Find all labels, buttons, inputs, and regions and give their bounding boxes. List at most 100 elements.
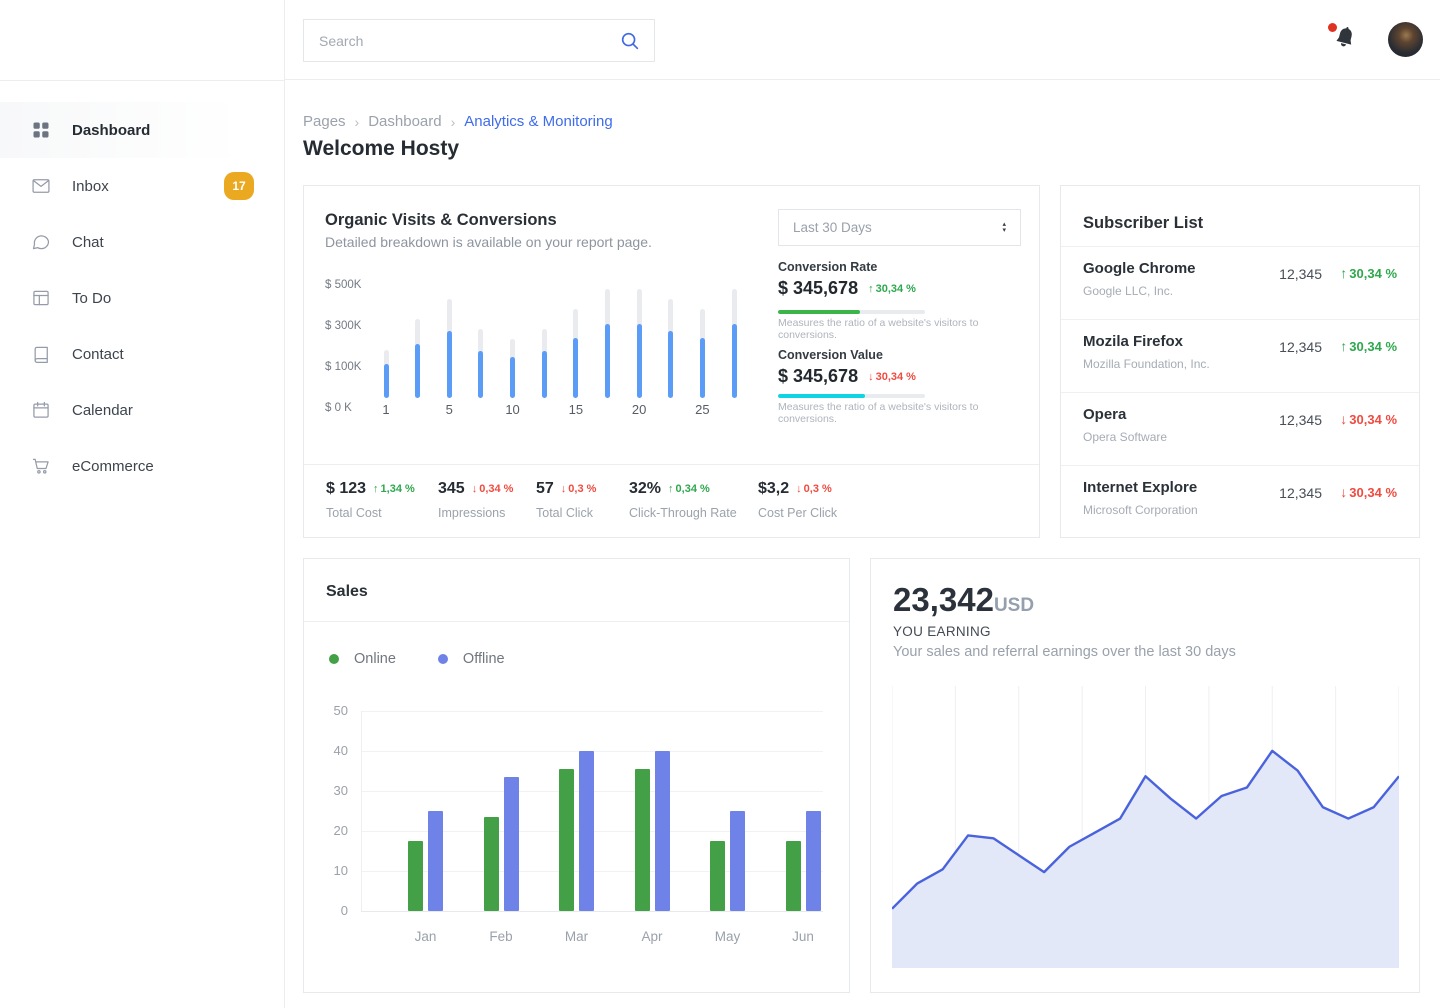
stat-delta: ↓ 0,3 % <box>796 483 832 495</box>
y-axis-tick: 50 <box>333 703 348 718</box>
conversions-bar <box>541 350 547 398</box>
sales-divider <box>304 621 849 622</box>
online-bar <box>559 769 574 911</box>
conversion-value-label: Conversion Value <box>778 348 883 362</box>
stat-cost-per-click: $3,2 ↓ 0,3 % Cost Per Click <box>758 480 838 520</box>
stat-total-cost: $ 123 ↑ 1,34 % Total Cost <box>326 480 415 520</box>
conversions-bar <box>415 344 421 398</box>
sidebar-item-contact[interactable]: Contact <box>0 326 284 382</box>
y-axis-tick: 10 <box>333 863 348 878</box>
chevron-right-icon: › <box>354 113 360 130</box>
subscriber-row-internet-explore: Internet Explore Microsoft Corporation 1… <box>1061 465 1419 539</box>
mail-icon <box>31 176 51 196</box>
trend-arrow-icon: ↓ <box>1340 484 1348 500</box>
conversion-value-delta: ↓ 30,34 % <box>868 370 916 383</box>
stat-total-click: 57 ↓ 0,3 % Total Click <box>536 480 597 520</box>
x-axis-tick: 5 <box>445 402 453 417</box>
conversion-value-value: $ 345,678 <box>778 366 859 386</box>
search-icon[interactable] <box>619 30 641 52</box>
search-input[interactable] <box>317 31 619 50</box>
conversion-value-caption: Measures the ratio of a website's visito… <box>778 401 979 425</box>
x-axis-tick: Feb <box>489 929 513 944</box>
earnings-svg <box>891 686 1400 968</box>
calendar-icon <box>31 400 51 420</box>
subscriber-row-google-chrome: Google Chrome Google LLC, Inc. 12,345 ↑ 3… <box>1061 246 1419 320</box>
subscriber-delta: ↓ 30,34 % <box>1340 484 1397 500</box>
conversions-bar <box>604 323 610 398</box>
page-title: Welcome Hosty <box>303 137 459 160</box>
notifications-button[interactable] <box>1328 23 1362 57</box>
subscriber-delta: ↓ 30,34 % <box>1340 411 1397 427</box>
y-axis-tick: 30 <box>333 783 348 798</box>
sidebar-item-label: Calendar <box>72 401 133 419</box>
offline-bar <box>428 811 443 911</box>
y-axis-tick: $ 500K <box>325 279 362 291</box>
x-axis-tick: Jan <box>414 929 437 944</box>
y-axis-tick: 40 <box>333 743 348 758</box>
breadcrumb-pages[interactable]: Pages <box>303 113 346 130</box>
y-axis-tick: $ 0 K <box>325 402 352 414</box>
conversions-bar <box>699 337 705 398</box>
stat-delta: ↓ 0,34 % <box>471 483 514 495</box>
breadcrumb-dashboard[interactable]: Dashboard <box>368 113 442 130</box>
sidebar-item-label: Inbox <box>72 177 109 195</box>
sidebar-item-label: Chat <box>72 233 104 251</box>
online-bar <box>710 841 725 911</box>
online-bar <box>408 841 423 911</box>
x-axis-tick: 25 <box>695 402 710 417</box>
subscriber-list-card: Subscriber List Google Chrome Google LLC… <box>1060 185 1420 538</box>
offline-dot-icon <box>437 654 448 664</box>
online-bar <box>634 769 650 911</box>
conversions-bar <box>636 323 642 398</box>
period-select[interactable]: Last 30 Days ▴ ▾ <box>778 209 1021 246</box>
offline-bar <box>503 777 519 911</box>
earnings-line <box>891 749 1400 910</box>
earning-amount: 23,342USD <box>893 581 1035 618</box>
trend-arrow-icon: ↑ <box>1340 265 1348 281</box>
sidebar-nav: Dashboard Inbox 17 Chat To Do <box>0 81 284 494</box>
stat-delta: ↑ 1,34 % <box>373 483 415 495</box>
offline-bar <box>805 811 821 911</box>
online-bar <box>483 817 499 911</box>
conversions-bar <box>510 357 516 398</box>
offline-bar <box>579 751 594 911</box>
sidebar-item-calendar[interactable]: Calendar <box>0 382 284 438</box>
earning-description: Your sales and referral earnings over th… <box>893 644 1236 660</box>
online-dot-icon <box>329 654 339 664</box>
conversions-bar <box>383 363 389 398</box>
trend-arrow-icon: ↑ <box>668 483 674 495</box>
stat-delta: ↑ 0,34 % <box>668 483 710 495</box>
conversion-rate-caption: Measures the ratio of a website's visito… <box>778 317 979 341</box>
conversion-rate-label: Conversion Rate <box>778 260 878 274</box>
search-box <box>303 19 655 62</box>
sales-legend: Online Offline <box>329 651 505 667</box>
conversions-bar <box>478 350 484 398</box>
trend-arrow-icon: ↑ <box>868 282 874 295</box>
sidebar-item-todo[interactable]: To Do <box>0 270 284 326</box>
breadcrumb-analytics[interactable]: Analytics & Monitoring <box>464 113 613 130</box>
sidebar-item-inbox[interactable]: Inbox 17 <box>0 158 284 214</box>
offline-bar <box>730 811 745 911</box>
subscriber-list-title: Subscriber List <box>1083 214 1204 232</box>
stats-divider <box>304 464 1039 465</box>
sales-card: Sales Online Offline 0 10 20 30 40 50 Jan Feb Ma… <box>303 558 850 993</box>
trend-arrow-icon: ↑ <box>1340 338 1348 354</box>
logo <box>0 0 284 81</box>
y-axis-tick: $ 300K <box>325 320 362 332</box>
y-axis-tick: 20 <box>333 823 348 838</box>
x-axis-tick: 10 <box>505 402 520 417</box>
breadcrumb: Pages › Dashboard › Analytics & Monitori… <box>303 113 613 130</box>
sidebar-item-dashboard[interactable]: Dashboard <box>0 102 284 158</box>
conversions-bar <box>446 331 452 398</box>
user-avatar[interactable] <box>1388 22 1423 57</box>
sidebar-item-ecommerce[interactable]: eCommerce <box>0 438 284 494</box>
y-axis-line <box>361 711 362 911</box>
trend-arrow-icon: ↑ <box>373 483 379 495</box>
trend-arrow-icon: ↓ <box>471 483 478 495</box>
sidebar-item-label: Contact <box>72 345 124 363</box>
sidebar-item-chat[interactable]: Chat <box>0 214 284 270</box>
x-axis-tick: May <box>714 929 741 944</box>
earning-area-chart <box>891 686 1400 968</box>
organic-card-subtitle: Detailed breakdown is available on your … <box>325 234 652 250</box>
